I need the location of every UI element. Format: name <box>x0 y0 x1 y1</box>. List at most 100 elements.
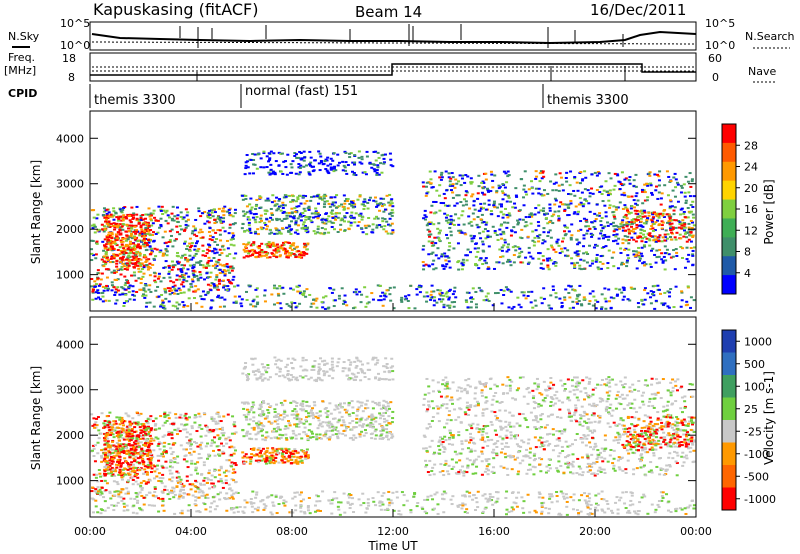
scatter-cell-848 <box>139 455 143 458</box>
scatter-cell-756 <box>130 427 134 430</box>
scatter-cell-1168 <box>367 378 371 381</box>
scatter-cell-762 <box>116 226 120 229</box>
scatter-cell-2796 <box>464 254 468 257</box>
scatter-cell-924 <box>147 444 151 447</box>
scatter-cell-2687 <box>495 206 499 209</box>
scatter-cell-85 <box>223 272 227 275</box>
scatter-cell-808 <box>109 245 113 248</box>
scatter-cell-3322 <box>279 307 283 310</box>
scatter-cell-2042 <box>588 210 592 213</box>
scatter-cell-1629 <box>304 229 308 232</box>
scatter-cell-216 <box>198 446 202 449</box>
scatter-cell-1854 <box>286 241 290 244</box>
scatter-cell-1399 <box>265 228 269 231</box>
scatter-cell-521 <box>95 240 99 243</box>
scatter-cell-1804 <box>305 248 309 251</box>
scatter-cell-198 <box>203 278 207 281</box>
scatter-cell-3170 <box>170 289 174 292</box>
scatter-cell-45 <box>128 454 132 457</box>
scatter-cell-1698 <box>337 205 341 208</box>
scatter-cell-28 <box>101 240 105 243</box>
scatter-cell-767 <box>110 462 114 465</box>
scatter-cell-1006 <box>142 423 146 426</box>
scatter-cell-69 <box>176 268 180 271</box>
scatter-cell-837 <box>114 233 118 236</box>
scatter-cell-3449 <box>409 284 413 287</box>
scatter-cell-2179 <box>618 188 622 191</box>
scatter-cell-2335 <box>673 172 677 175</box>
scatter-cell-1061 <box>298 375 302 378</box>
scatter-cell-2161 <box>600 193 604 196</box>
scatter-cell-962 <box>147 458 151 461</box>
scatter-cell-3070 <box>660 240 664 243</box>
scatter-cell-329 <box>225 262 229 265</box>
scatter-cell-2978 <box>654 238 658 241</box>
scatter-cell-1146 <box>322 370 326 373</box>
scatter-cell-3089 <box>630 225 634 228</box>
scatter-cell-589 <box>221 264 225 267</box>
scatter-cell-623 <box>209 271 213 274</box>
scatter-cell-560 <box>190 244 194 247</box>
scatter-cell-2289 <box>548 207 552 210</box>
scatter-cell-1441 <box>292 215 296 218</box>
scatter-cell-1222 <box>270 172 274 175</box>
scatter-cell-2303 <box>591 233 595 236</box>
scatter-cell-2754 <box>433 170 437 173</box>
scatter-cell-1171 <box>376 359 380 362</box>
scatter-cell-3155 <box>571 300 575 303</box>
scatter-cell-2728 <box>537 257 541 260</box>
scatter-cell-56 <box>181 281 185 284</box>
scatter-cell-102 <box>161 455 165 458</box>
scatter-cell-558 <box>170 422 174 425</box>
scatter-cell-1082 <box>330 357 334 360</box>
scatter-cell-1188 <box>368 368 372 371</box>
scatter-cell-3635 <box>626 298 630 301</box>
scatter-cell-500 <box>168 469 172 472</box>
scatter-cell-2590 <box>513 202 517 205</box>
scatter-cell-1624 <box>276 208 280 211</box>
scatter-cell-1090 <box>321 360 325 363</box>
scatter-cell-3326 <box>567 291 571 294</box>
scatter-cell-1327 <box>350 204 354 207</box>
scatter-cell-1347 <box>341 218 345 221</box>
scatter-cell-1255 <box>277 229 281 232</box>
scatter-cell-907 <box>104 451 108 454</box>
scatter-cell-2546 <box>522 204 526 207</box>
scatter-cell-2908 <box>621 238 625 241</box>
scatter-cell-2246 <box>493 229 497 232</box>
scatter-cell-264 <box>191 230 195 233</box>
scatter-cell-3500 <box>161 306 165 309</box>
scatter-cell-134 <box>178 289 182 292</box>
scatter-cell-895 <box>149 464 153 467</box>
scatter-cell-1158 <box>391 165 395 168</box>
scatter-cell-607 <box>172 487 176 490</box>
scatter-cell-2176 <box>506 243 510 246</box>
scatter-cell-2279 <box>632 185 636 188</box>
scatter-cell-1150 <box>317 162 321 165</box>
scatter-cell-871 <box>135 435 139 438</box>
scatter-cell-482 <box>127 440 131 443</box>
scatter-cell-766 <box>118 223 122 226</box>
scatter-cell-2914 <box>681 256 685 259</box>
scatter-cell-1156 <box>380 154 384 157</box>
scatter-cell-3189 <box>656 284 660 287</box>
scatter-cell-389 <box>154 289 158 292</box>
scatter-cell-2184 <box>491 225 495 228</box>
scatter-cell-546 <box>171 491 175 494</box>
scatter-cell-2826 <box>475 223 479 226</box>
scatter-cell-2040 <box>501 230 505 233</box>
scatter-cell-204 <box>153 487 157 490</box>
scatter-cell-2269 <box>492 204 496 207</box>
scatter-cell-975 <box>138 426 142 429</box>
scatter-cell-437 <box>233 222 237 225</box>
scatter-cell-40 <box>182 285 186 288</box>
scatter-cell-646 <box>181 275 185 278</box>
scatter-cell-3195 <box>295 305 299 308</box>
scatter-cell-2888 <box>538 172 542 175</box>
scatter-cell-327 <box>217 438 221 441</box>
scatter-cell-221 <box>188 433 192 436</box>
scatter-cell-3515 <box>233 295 237 298</box>
scatter-cell-157 <box>209 209 213 212</box>
scatter-cell-1429 <box>314 211 318 214</box>
scatter-cell-2955 <box>499 211 503 214</box>
